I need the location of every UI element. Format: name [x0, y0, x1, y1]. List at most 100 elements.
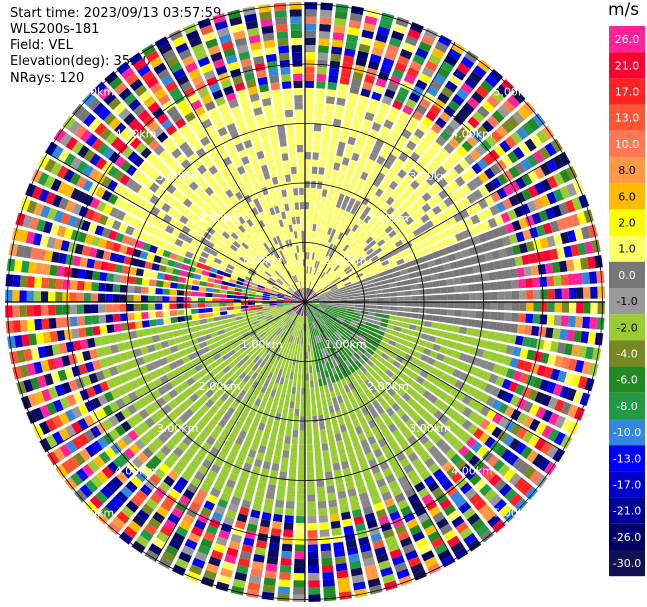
velocity-bin — [210, 549, 224, 561]
velocity-bin — [540, 289, 548, 300]
velocity-bin — [340, 202, 348, 211]
velocity-bin — [556, 138, 564, 150]
velocity-bin — [400, 190, 410, 200]
velocity-bin — [519, 502, 528, 512]
velocity-bin — [315, 88, 325, 96]
velocity-bin — [484, 181, 496, 193]
velocity-bin — [525, 313, 534, 324]
velocity-bin — [234, 309, 242, 314]
velocity-bin — [353, 200, 361, 209]
velocity-bin — [322, 274, 329, 281]
velocity-bin — [331, 324, 339, 331]
velocity-bin — [176, 303, 184, 309]
velocity-bin — [255, 429, 264, 438]
velocity-bin — [428, 243, 438, 252]
velocity-bin — [248, 575, 262, 585]
velocity-bin — [266, 417, 274, 427]
velocity-bin — [425, 341, 435, 350]
velocity-bin — [271, 176, 279, 185]
velocity-bin — [133, 303, 142, 311]
velocity-bin — [279, 572, 291, 581]
velocity-bin — [408, 272, 417, 279]
velocity-bin — [241, 289, 249, 294]
velocity-bin — [415, 249, 425, 258]
velocity-bin — [566, 388, 577, 402]
velocity-bin — [282, 218, 288, 227]
velocity-bin — [367, 60, 380, 71]
velocity-bin — [320, 392, 326, 401]
velocity-bin — [415, 207, 426, 217]
velocity-bin — [368, 385, 377, 394]
velocity-bin — [394, 276, 403, 282]
velocity-bin — [298, 365, 302, 374]
velocity-bin — [351, 508, 363, 518]
velocity-bin — [528, 434, 540, 448]
velocity-bin — [475, 310, 484, 319]
velocity-bin — [376, 305, 384, 310]
velocity-bin — [99, 325, 108, 335]
velocity-bin — [576, 302, 584, 314]
velocity-bin — [422, 134, 434, 146]
velocity-bin — [305, 216, 309, 224]
velocity-bin — [451, 224, 461, 234]
velocity-bin — [324, 266, 330, 273]
velocity-bin — [376, 293, 384, 298]
velocity-bin — [335, 215, 342, 224]
velocity-bin — [403, 73, 416, 85]
velocity-bin — [332, 534, 343, 544]
velocity-bin — [282, 536, 293, 545]
velocity-bin — [363, 142, 373, 152]
velocity-bin — [516, 324, 526, 335]
velocity-bin — [105, 304, 113, 313]
velocity-bin — [308, 330, 311, 338]
velocity-bin — [353, 115, 363, 125]
velocity-bin — [325, 420, 332, 429]
velocity-bin — [460, 171, 472, 183]
velocity-bin — [63, 266, 72, 278]
velocity-bin — [91, 270, 101, 281]
velocity-bin — [522, 430, 534, 444]
velocity-bin — [493, 68, 504, 77]
velocity-bin — [330, 285, 338, 291]
velocity-bin — [307, 523, 317, 531]
velocity-bin — [236, 513, 248, 523]
velocity-bin — [327, 279, 334, 285]
velocity-bin — [266, 556, 279, 565]
velocity-bin — [414, 481, 426, 493]
velocity-bin — [529, 337, 538, 349]
velocity-bin — [360, 241, 369, 249]
velocity-bin — [511, 290, 520, 300]
velocity-bin — [311, 230, 316, 239]
velocity-bin — [522, 229, 532, 241]
velocity-bin — [326, 297, 334, 300]
velocity-bin — [250, 509, 261, 519]
velocity-bin — [382, 176, 392, 186]
velocity-bin — [376, 553, 389, 564]
velocity-bin — [516, 359, 526, 371]
velocity-bin — [368, 458, 378, 468]
velocity-bin — [294, 544, 305, 552]
velocity-bin — [279, 354, 285, 362]
velocity-bin — [305, 351, 308, 360]
velocity-bin — [91, 315, 100, 325]
velocity-bin — [333, 304, 341, 308]
velocity-bin — [539, 237, 549, 249]
velocity-bin — [223, 516, 235, 527]
velocity-bin — [326, 398, 333, 407]
velocity-bin — [386, 378, 396, 387]
velocity-bin — [271, 374, 277, 382]
velocity-bin — [310, 282, 314, 289]
velocity-bin — [552, 188, 564, 202]
velocity-bin — [384, 497, 396, 508]
velocity-bin — [305, 73, 315, 81]
velocity-bin — [450, 411, 461, 422]
velocity-bin — [169, 310, 178, 317]
velocity-bin — [434, 257, 443, 266]
velocity-bin — [389, 130, 400, 141]
velocity-bin — [374, 188, 384, 198]
velocity-bin — [534, 391, 545, 404]
velocity-bin — [468, 410, 479, 422]
velocity-bin — [571, 344, 581, 357]
velocity-bin — [265, 563, 278, 572]
velocity-bin — [276, 405, 283, 414]
